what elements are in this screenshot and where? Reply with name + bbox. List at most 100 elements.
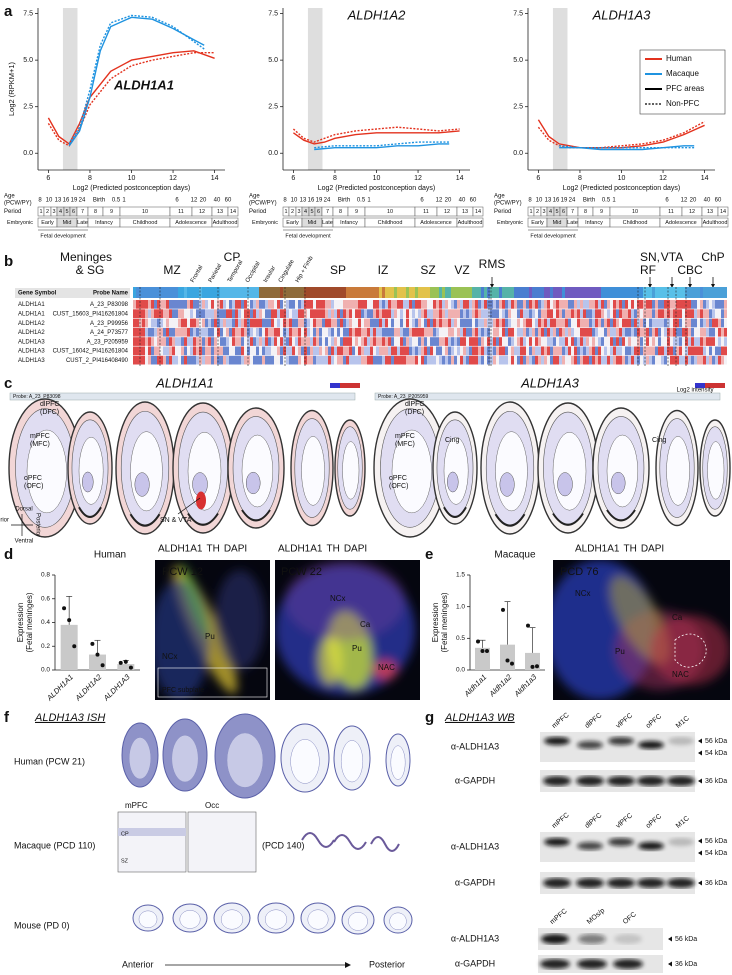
region-color — [280, 287, 283, 298]
region-color — [532, 287, 535, 298]
heatmap-cell — [325, 355, 328, 365]
region-label: VTA — [661, 250, 683, 264]
heatmap-cell — [142, 355, 145, 365]
heatmap-cell — [190, 318, 193, 328]
heatmap-cell — [253, 309, 256, 318]
heatmap-cell — [385, 327, 388, 337]
heatmap-cell — [334, 318, 337, 328]
period-number: 1 — [529, 209, 532, 215]
region-color — [277, 287, 280, 298]
heatmap-cell — [136, 355, 139, 365]
sample-point — [67, 618, 72, 623]
heatmap-cell — [544, 346, 547, 356]
region-label: Meninges — [60, 250, 112, 264]
heatmap-cell — [262, 318, 265, 328]
region-color — [139, 287, 142, 298]
heatmap-cell — [436, 337, 439, 346]
region-color — [229, 287, 232, 298]
heatmap-cell — [226, 355, 229, 365]
heatmap-cell — [520, 346, 523, 356]
band — [540, 959, 570, 969]
period-number: 11 — [423, 209, 429, 215]
heatmap-cell — [640, 318, 643, 328]
heatmap-cell — [535, 346, 538, 356]
heatmap-cell — [355, 309, 358, 318]
heatmap-cell — [640, 346, 643, 356]
stage: Infancy — [340, 220, 358, 226]
heatmap-cell — [355, 318, 358, 328]
heatmap-cell — [550, 327, 553, 337]
band — [576, 878, 604, 888]
heatmap-cell — [340, 300, 343, 309]
heatmap-cell — [502, 318, 505, 328]
x-tick-label: ALDH1A2 — [73, 672, 104, 703]
heatmap-cell — [169, 337, 172, 346]
heatmap-cell — [133, 327, 136, 337]
heatmap-cell — [208, 300, 211, 309]
heatmap-cell — [514, 355, 517, 365]
band — [608, 737, 634, 745]
region-color — [292, 287, 295, 298]
heatmap-cell — [586, 300, 589, 309]
region-color — [625, 287, 628, 298]
heatmap-cell — [577, 300, 580, 309]
heatmap-cell — [178, 300, 181, 309]
heatmap-cell — [346, 309, 349, 318]
heatmap-cell — [313, 318, 316, 328]
heatmap-cell — [256, 318, 259, 328]
region-color — [364, 287, 367, 298]
heatmap-cell — [517, 309, 520, 318]
heatmap-cell — [628, 337, 631, 346]
legend-label: Macaque — [666, 69, 699, 78]
heatmap-cell — [376, 346, 379, 356]
period-number: 3 — [297, 209, 300, 215]
heatmap-cell — [292, 355, 295, 365]
heatmap-cell — [322, 327, 325, 337]
period-number: 7 — [326, 209, 329, 215]
heatmap-cell — [166, 346, 169, 356]
heatmap-cell — [529, 355, 532, 365]
heatmap-cell — [523, 300, 526, 309]
heatmap-cell — [475, 300, 478, 309]
heatmap-cell — [724, 337, 727, 346]
heatmap-cell — [484, 309, 487, 318]
series-line — [292, 130, 460, 145]
arrow-head — [670, 284, 674, 288]
heatmap-cell — [208, 337, 211, 346]
shaded-period — [62, 8, 78, 170]
period-number: 1 — [39, 209, 42, 215]
heatmap-cell — [655, 327, 658, 337]
area-label: (DFC) — [405, 409, 424, 416]
sn-vta-signal — [196, 491, 206, 510]
heatmap-cell — [394, 346, 397, 356]
heatmap-cell — [349, 337, 352, 346]
gene-symbol: ALDH1A2 — [18, 330, 45, 336]
region-color — [457, 287, 460, 298]
heatmap-cell — [697, 355, 700, 365]
heatmap-cell — [514, 318, 517, 328]
heatmap-cell — [205, 327, 208, 337]
region-color — [490, 287, 493, 298]
region-color — [226, 287, 229, 298]
heatmap-cell — [310, 309, 313, 318]
heatmap-cell — [589, 355, 592, 365]
heatmap-cell — [229, 327, 232, 337]
heatmap-cell — [607, 346, 610, 356]
heatmap-cell — [589, 309, 592, 318]
y-tick-label: 0.0 — [41, 667, 50, 674]
probe-name: A_24_P73577 — [90, 330, 129, 336]
heatmap-cell — [400, 327, 403, 337]
heatmap-cell — [472, 346, 475, 356]
probe-name: A_23_P205959 — [87, 339, 129, 345]
legend-label: Human — [666, 54, 692, 63]
heatmap-cell — [445, 327, 448, 337]
heatmap-cell — [226, 309, 229, 318]
heatmap-cell — [280, 300, 283, 309]
heatmap-cell — [463, 355, 466, 365]
heatmap-cell — [316, 355, 319, 365]
heatmap-cell — [217, 300, 220, 309]
lane-label: mPFC — [551, 712, 571, 730]
heatmap-cell — [481, 346, 484, 356]
heatmap-cell — [544, 309, 547, 318]
region-color — [433, 287, 436, 298]
